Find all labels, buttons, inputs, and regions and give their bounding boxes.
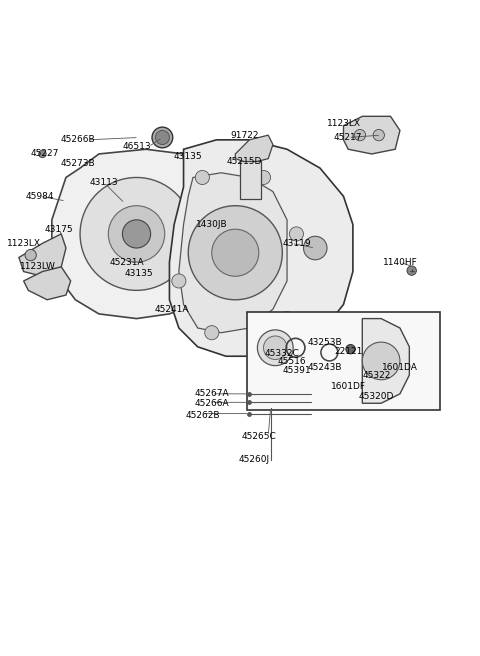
- Circle shape: [289, 227, 303, 241]
- Text: 45241A: 45241A: [155, 304, 189, 314]
- Text: 1430JB: 1430JB: [196, 220, 228, 229]
- Polygon shape: [179, 173, 287, 333]
- Text: 43113: 43113: [89, 178, 118, 187]
- Text: 45516: 45516: [277, 358, 306, 366]
- Text: 1140HF: 1140HF: [383, 258, 417, 266]
- Text: 43175: 43175: [45, 225, 73, 234]
- Text: 43119: 43119: [282, 239, 311, 248]
- Text: 45332C: 45332C: [265, 350, 300, 358]
- Text: 45231A: 45231A: [110, 258, 144, 266]
- Circle shape: [354, 129, 366, 141]
- Circle shape: [156, 131, 169, 144]
- FancyBboxPatch shape: [240, 161, 261, 199]
- Circle shape: [25, 249, 36, 260]
- Text: 45265C: 45265C: [241, 432, 276, 441]
- Text: 1123LW: 1123LW: [20, 262, 56, 272]
- Circle shape: [204, 325, 219, 340]
- Circle shape: [264, 336, 287, 359]
- Text: 45266A: 45266A: [194, 399, 229, 408]
- Circle shape: [362, 342, 400, 380]
- Circle shape: [39, 150, 46, 157]
- Text: 45320D: 45320D: [359, 392, 394, 401]
- Text: 45391: 45391: [282, 366, 311, 375]
- Text: 45260J: 45260J: [239, 455, 270, 464]
- Text: 1123LX: 1123LX: [326, 119, 360, 128]
- Circle shape: [80, 178, 193, 291]
- Text: 45243B: 45243B: [307, 363, 342, 373]
- Circle shape: [373, 129, 384, 141]
- Text: 45273B: 45273B: [60, 159, 95, 168]
- Circle shape: [280, 312, 294, 325]
- Polygon shape: [19, 234, 66, 276]
- Text: 1601DF: 1601DF: [331, 382, 366, 391]
- Text: 45227: 45227: [31, 150, 59, 159]
- Text: 91722: 91722: [230, 131, 259, 140]
- FancyBboxPatch shape: [247, 312, 440, 410]
- Circle shape: [172, 274, 186, 288]
- Text: 45262B: 45262B: [185, 411, 220, 420]
- Text: 45267A: 45267A: [194, 390, 229, 398]
- Text: 45215D: 45215D: [227, 157, 263, 165]
- Circle shape: [407, 266, 417, 276]
- Circle shape: [257, 330, 293, 365]
- Circle shape: [195, 171, 209, 184]
- Polygon shape: [169, 140, 353, 356]
- Text: 43135: 43135: [174, 152, 203, 161]
- Text: 22121: 22121: [334, 347, 362, 356]
- Circle shape: [152, 127, 173, 148]
- Text: 45984: 45984: [26, 192, 54, 201]
- Text: 43253B: 43253B: [307, 338, 342, 346]
- Text: 45322: 45322: [362, 371, 391, 380]
- Polygon shape: [235, 135, 273, 163]
- Polygon shape: [344, 116, 400, 154]
- Text: 45217: 45217: [334, 133, 362, 142]
- Text: 45266B: 45266B: [60, 135, 95, 144]
- Circle shape: [108, 206, 165, 262]
- Circle shape: [188, 206, 282, 300]
- Circle shape: [122, 220, 151, 248]
- Circle shape: [303, 236, 327, 260]
- Polygon shape: [362, 319, 409, 403]
- Polygon shape: [24, 267, 71, 300]
- Text: 43135: 43135: [124, 270, 153, 278]
- Text: 1601DA: 1601DA: [382, 363, 418, 373]
- Polygon shape: [52, 150, 221, 319]
- Circle shape: [346, 344, 355, 354]
- Text: 1123LX: 1123LX: [7, 239, 41, 248]
- Text: 46513: 46513: [122, 142, 151, 152]
- Circle shape: [256, 171, 271, 184]
- Circle shape: [212, 229, 259, 276]
